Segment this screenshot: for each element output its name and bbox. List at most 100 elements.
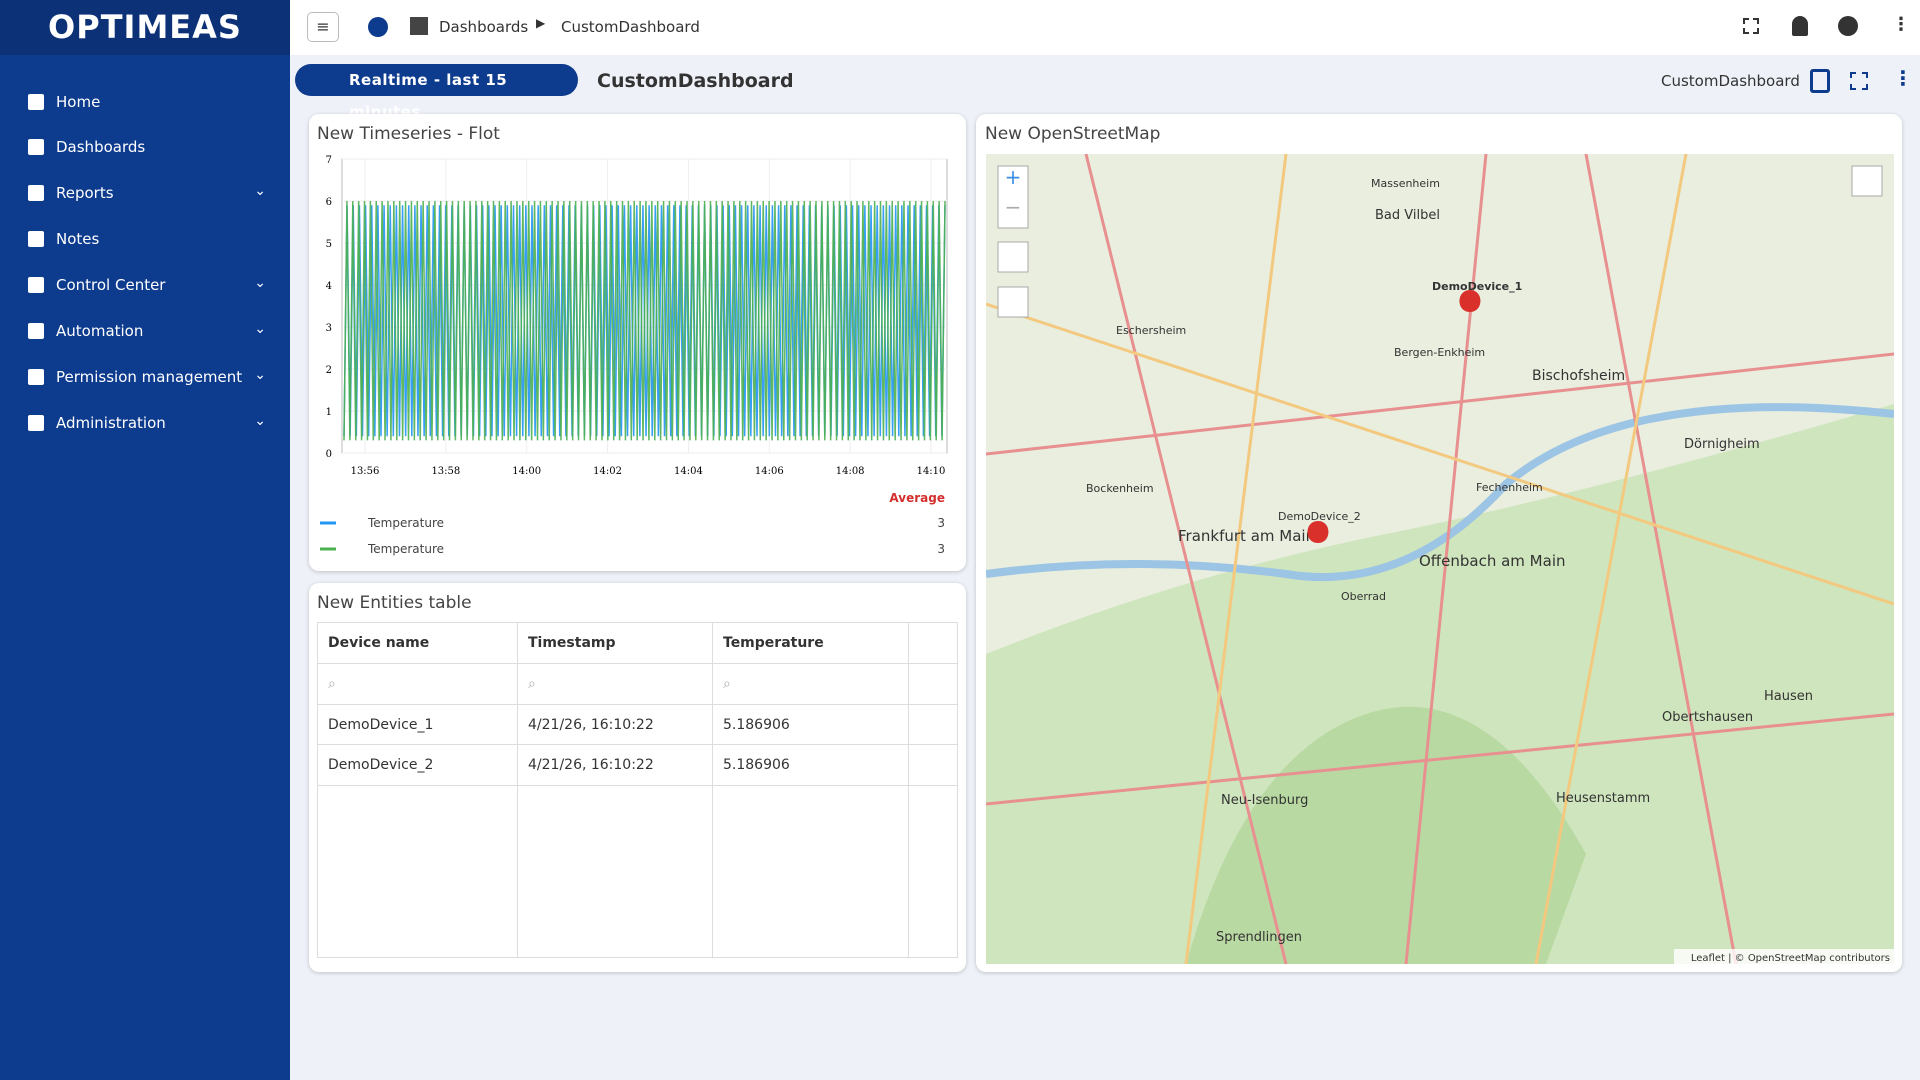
- column-header[interactable]: Timestamp: [517, 622, 713, 664]
- column-header[interactable]: Device name: [317, 622, 518, 664]
- nav-label: Automation: [56, 322, 144, 340]
- top-bar: ≡ Dashboards ▶ CustomDashboard ⋮: [290, 0, 1920, 55]
- more-icon[interactable]: ⋮: [1892, 14, 1910, 35]
- map-marker[interactable]: [1459, 290, 1481, 324]
- zoom-control[interactable]: [997, 165, 1029, 229]
- dashboard-title: CustomDashboard: [597, 70, 794, 92]
- place-label: Neu-Isenburg: [1221, 793, 1308, 808]
- place-label: Offenbach am Main: [1419, 552, 1566, 570]
- nav-item[interactable]: Administration ⌄: [0, 403, 290, 443]
- nav-item[interactable]: Automation ⌄: [0, 311, 290, 351]
- more-icon[interactable]: ⋮: [1893, 66, 1913, 90]
- widget-title: New OpenStreetMap: [985, 124, 1161, 144]
- nav-label: Reports: [56, 184, 114, 202]
- nav-label: Dashboards: [56, 138, 146, 156]
- attribution: Leaflet | © OpenStreetMap contributors: [1691, 953, 1890, 964]
- expand-icon[interactable]: [1850, 72, 1868, 90]
- y-tick-label: 7: [326, 155, 332, 166]
- sidebar: OPTIMEAS Home Dashboards Reports ⌄ Notes …: [0, 0, 290, 1080]
- x-tick-label: 14:02: [593, 466, 622, 477]
- settings-icon[interactable]: [1838, 16, 1858, 36]
- locate-control[interactable]: [997, 241, 1029, 273]
- x-tick-label: 13:56: [351, 466, 380, 477]
- x-tick-label: 14:00: [512, 466, 541, 477]
- place-label: Dörnigheim: [1684, 437, 1760, 452]
- legend-label: Temperature: [367, 516, 444, 530]
- nav-item[interactable]: Control Center ⌄: [0, 265, 290, 305]
- place-label: Heusenstamm: [1556, 791, 1650, 806]
- legend-label: Temperature: [367, 542, 444, 556]
- column-header[interactable]: Temperature: [712, 622, 909, 664]
- series-line: [343, 200, 946, 441]
- marker-label: DemoDevice_2: [1278, 510, 1361, 523]
- legend-average: 3: [937, 542, 945, 556]
- nav-label: Home: [56, 93, 101, 111]
- timeseries-chart: 0 1 2 3 4 5 6 7 13:56 13:58 14:00 14:02 14:04 14:06 14…: [320, 155, 948, 556]
- y-tick-label: 3: [326, 323, 332, 334]
- dashboards-icon: [410, 17, 428, 35]
- svg-text:−: −: [1005, 195, 1022, 219]
- cell[interactable]: DemoDevice_2: [317, 744, 518, 786]
- dashboard-select[interactable]: CustomDashboard: [1661, 72, 1800, 90]
- nav-item[interactable]: Dashboards: [0, 127, 290, 167]
- nav-item[interactable]: Permission management ⌄: [0, 357, 290, 397]
- brand-logo[interactable]: OPTIMEAS: [0, 0, 290, 55]
- star-icon[interactable]: [368, 17, 388, 37]
- map[interactable]: Bad Vilbel Frankfurt am Main Offenbach a…: [986, 154, 1894, 964]
- nav-item[interactable]: Notes: [0, 219, 290, 259]
- layout-icon[interactable]: [1810, 69, 1830, 93]
- place-label: Massenheim: [1371, 177, 1440, 190]
- place-label: Eschersheim: [1116, 324, 1186, 337]
- place-label: Frankfurt am Main: [1178, 527, 1315, 545]
- y-tick-label: 5: [326, 239, 332, 250]
- place-label: Bad Vilbel: [1375, 208, 1440, 223]
- place-label: Sprendlingen: [1216, 930, 1302, 945]
- nav-item[interactable]: Reports ⌄: [0, 173, 290, 213]
- search-control[interactable]: [1851, 165, 1883, 197]
- breadcrumb-sep: ▶: [536, 16, 546, 30]
- map-widget: New OpenStreetMap Bad Vilbel Frankfurt a…: [976, 114, 1902, 972]
- y-tick-label: 1: [326, 407, 332, 418]
- place-label: Bergen-Enkheim: [1394, 346, 1485, 359]
- widget-title: New Entities table: [317, 593, 472, 613]
- layers-control[interactable]: [997, 286, 1029, 318]
- place-label: Bockenheim: [1086, 482, 1154, 495]
- place-label: Hausen: [1764, 689, 1813, 704]
- timewindow-button[interactable]: Realtime - last 15 minutes: [295, 64, 578, 121]
- place-label: Fechenheim: [1476, 481, 1543, 494]
- entities-table: Device name Timestamp Temperature ⌕ ⌕ ⌕ Demo…: [317, 622, 958, 958]
- place-label: Bischofsheim: [1532, 368, 1625, 384]
- fullscreen-icon[interactable]: [1743, 18, 1759, 34]
- y-tick-label: 2: [326, 365, 332, 376]
- map-marker[interactable]: [1307, 521, 1329, 555]
- legend-average: 3: [937, 516, 945, 530]
- menu-button[interactable]: ≡: [307, 12, 339, 42]
- timeseries-widget: New Timeseries - Flot 0 1 2 3 4 5 6 7 13:56 13:58…: [309, 114, 966, 571]
- cell[interactable]: 4/21/26, 16:10:22: [517, 704, 713, 745]
- nav-label: Notes: [56, 230, 100, 248]
- legend-header: Average: [889, 491, 945, 505]
- breadcrumb: CustomDashboard: [561, 18, 700, 36]
- widget-title: New Timeseries - Flot: [317, 124, 500, 144]
- nav-item[interactable]: Home: [0, 82, 290, 122]
- cell[interactable]: DemoDevice_1: [317, 704, 518, 745]
- place-label: Oberrad: [1341, 590, 1386, 603]
- nav-label: Permission management: [56, 368, 243, 386]
- y-tick-label: 0: [326, 449, 332, 460]
- x-tick-label: 14:04: [674, 466, 703, 477]
- cell[interactable]: 4/21/26, 16:10:22: [517, 744, 713, 786]
- bell-icon[interactable]: [1792, 16, 1808, 36]
- x-tick-label: 14:06: [755, 466, 784, 477]
- breadcrumb[interactable]: Dashboards: [439, 18, 529, 36]
- cell[interactable]: 5.186906: [712, 704, 909, 745]
- x-tick-label: 14:10: [917, 466, 946, 477]
- y-tick-label: 4: [326, 281, 332, 292]
- x-tick-label: 13:58: [431, 466, 460, 477]
- x-tick-label: 14:08: [836, 466, 865, 477]
- marker-label: DemoDevice_1: [1432, 280, 1522, 293]
- cell[interactable]: 5.186906: [712, 744, 909, 786]
- place-label: Obertshausen: [1662, 710, 1753, 725]
- nav-label: Control Center: [56, 276, 166, 294]
- nav-label: Administration: [56, 414, 166, 432]
